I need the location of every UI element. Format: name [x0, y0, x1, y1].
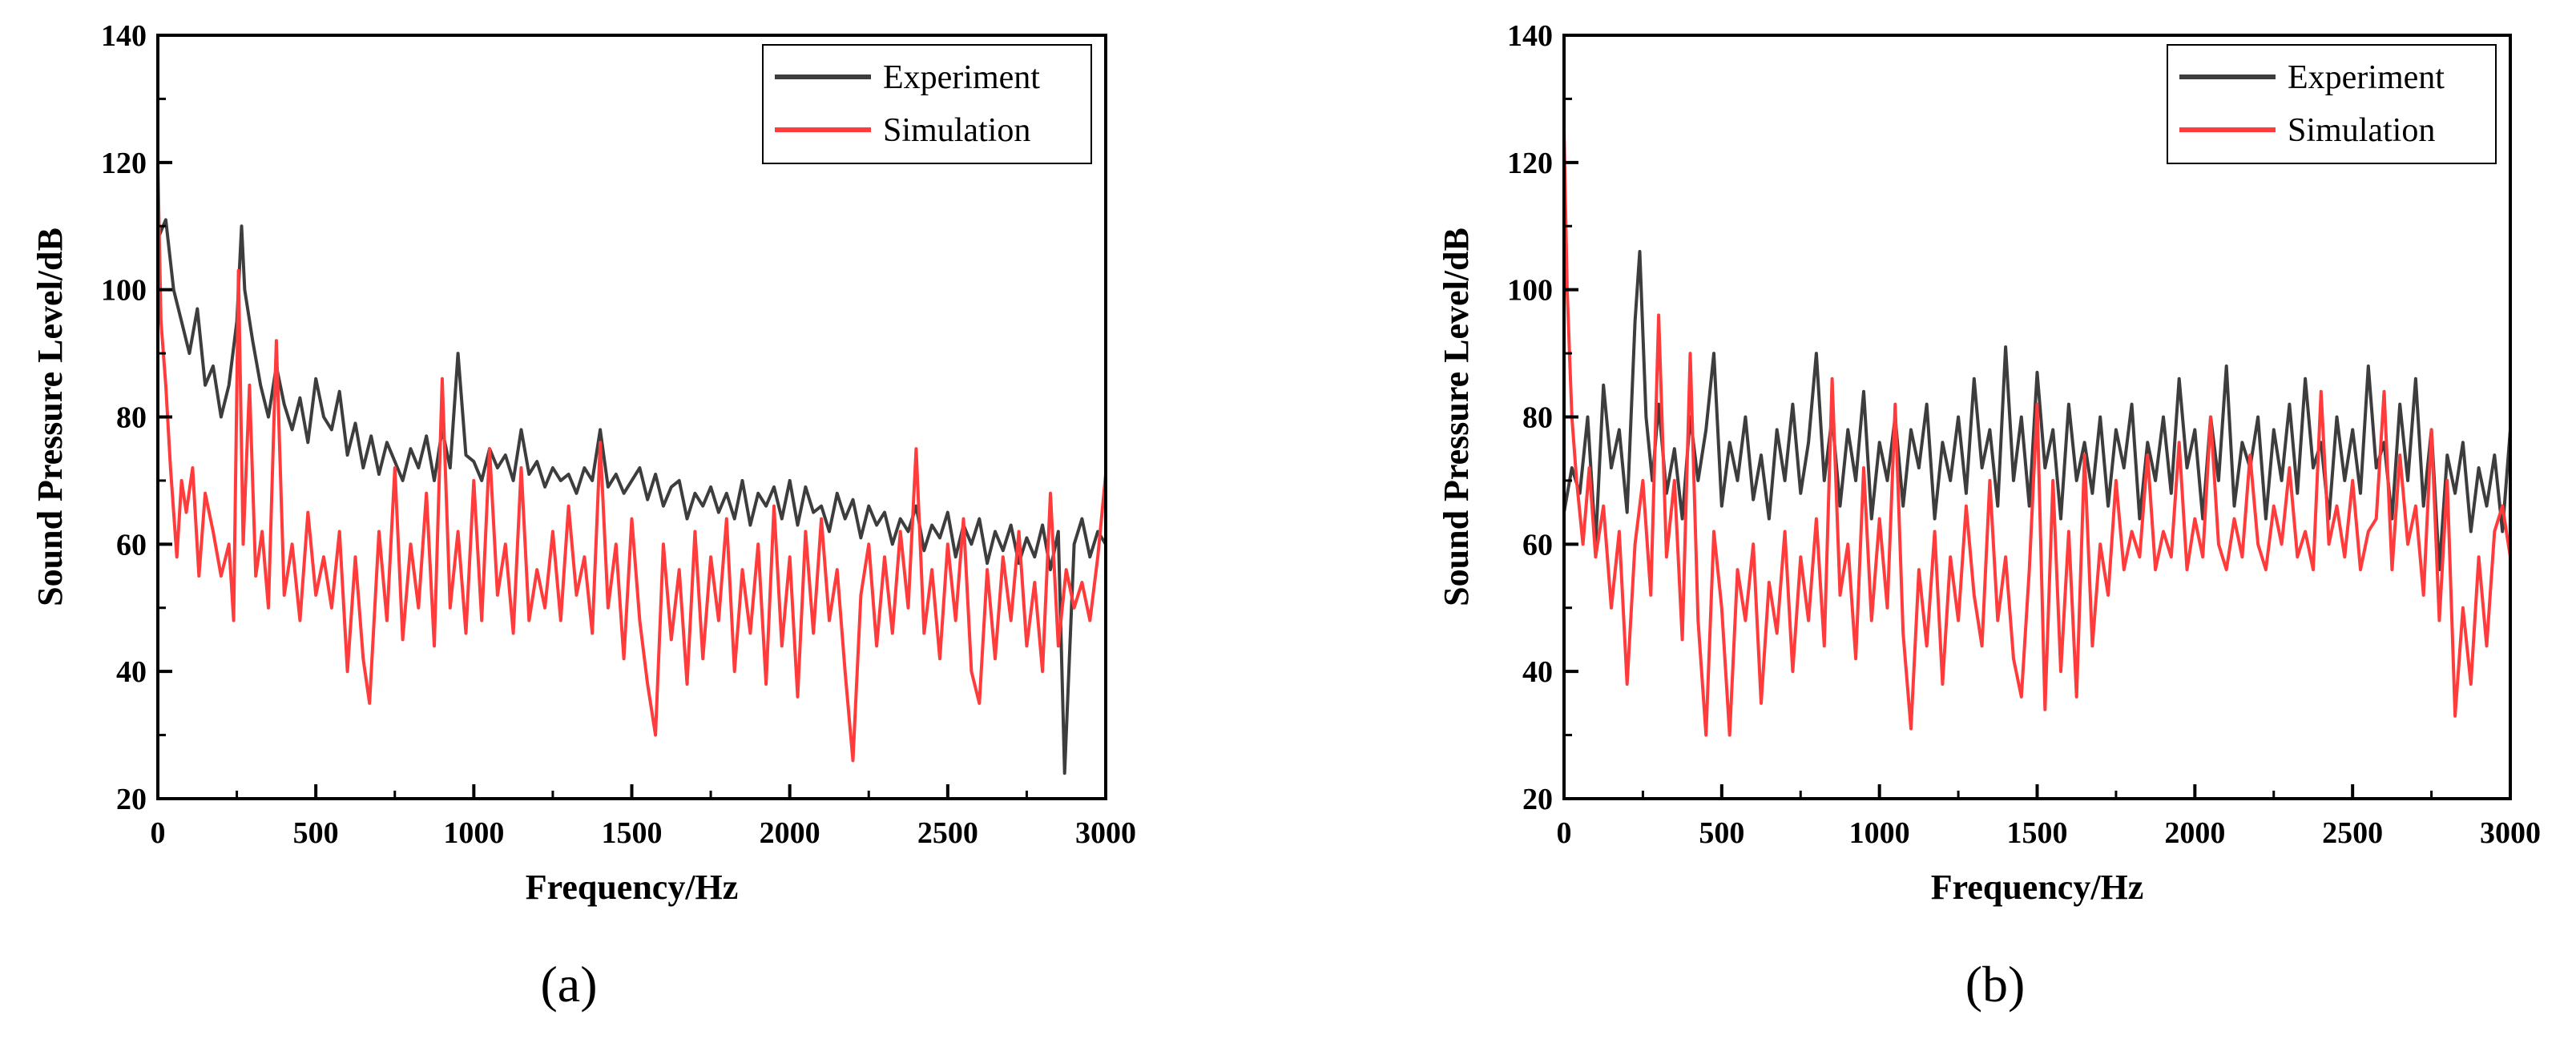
x-tick-label-b: 3000 — [2480, 816, 2541, 850]
series-line-a-experiment — [156, 218, 1107, 775]
legend-box-a — [762, 44, 1092, 164]
series-line-b-experiment — [1562, 250, 2512, 572]
legend-box-b — [2167, 44, 2497, 164]
y-tick-label-a: 120 — [101, 147, 147, 180]
panel-label-b: (b) — [1965, 956, 2026, 1013]
x-axis-title-a: Frequency/Hz — [526, 868, 739, 907]
y-tick-label-a: 100 — [101, 274, 147, 308]
y-tick-label-a: 140 — [101, 19, 147, 53]
legend-label-a-experiment: Experiment — [883, 59, 1040, 96]
y-tick-label-a: 20 — [116, 783, 147, 816]
x-tick-label-b: 1000 — [1849, 816, 1910, 850]
y-tick-label-b: 100 — [1507, 274, 1553, 308]
x-tick-label-a: 500 — [293, 816, 339, 850]
x-tick-label-a: 2000 — [760, 816, 820, 850]
chart-panel-a: 0 500 1000 1500 2000 2500 3000 20 40 60 80 100 120 14… — [30, 19, 1136, 1013]
y-tick-label-b: 120 — [1507, 147, 1553, 180]
chart-panel-b: 0 500 1000 1500 2000 2500 3000 20 40 60 80 100 120 14… — [1437, 19, 2541, 1013]
legend-label-a-simulation: Simulation — [883, 112, 1030, 149]
x-axis-title-b: Frequency/Hz — [1931, 868, 2144, 907]
x-tick-label-a: 3000 — [1075, 816, 1136, 850]
y-tick-label-b: 40 — [1522, 655, 1553, 689]
legend-label-b-simulation: Simulation — [2288, 112, 2435, 149]
series-line-b-simulation — [1562, 131, 2512, 737]
x-tick-label-b: 2000 — [2164, 816, 2225, 850]
x-tick-label-b: 1500 — [2007, 816, 2068, 850]
y-axis-title-b: Sound Pressure Level/dB — [1437, 228, 1476, 606]
x-tick-label-b: 2500 — [2322, 816, 2383, 850]
x-tick-label-a: 0 — [151, 816, 166, 850]
y-tick-label-b: 60 — [1522, 528, 1553, 562]
y-tick-label-a: 40 — [116, 655, 147, 689]
y-tick-label-b: 80 — [1522, 401, 1553, 435]
y-tick-label-a: 60 — [116, 528, 147, 562]
y-tick-label-b: 140 — [1507, 19, 1553, 53]
legend-label-b-experiment: Experiment — [2288, 59, 2445, 96]
x-tick-label-b: 500 — [1699, 816, 1744, 850]
x-tick-label-a: 1000 — [443, 816, 504, 850]
x-tick-label-a: 2500 — [917, 816, 978, 850]
y-axis-title-a: Sound Pressure Level/dB — [30, 228, 70, 606]
series-line-a-simulation — [156, 162, 1107, 763]
y-tick-label-b: 20 — [1522, 783, 1553, 816]
x-tick-label-a: 1500 — [602, 816, 663, 850]
x-tick-label-b: 0 — [1557, 816, 1572, 850]
panel-label-a: (a) — [540, 956, 597, 1013]
y-tick-label-a: 80 — [116, 401, 147, 435]
